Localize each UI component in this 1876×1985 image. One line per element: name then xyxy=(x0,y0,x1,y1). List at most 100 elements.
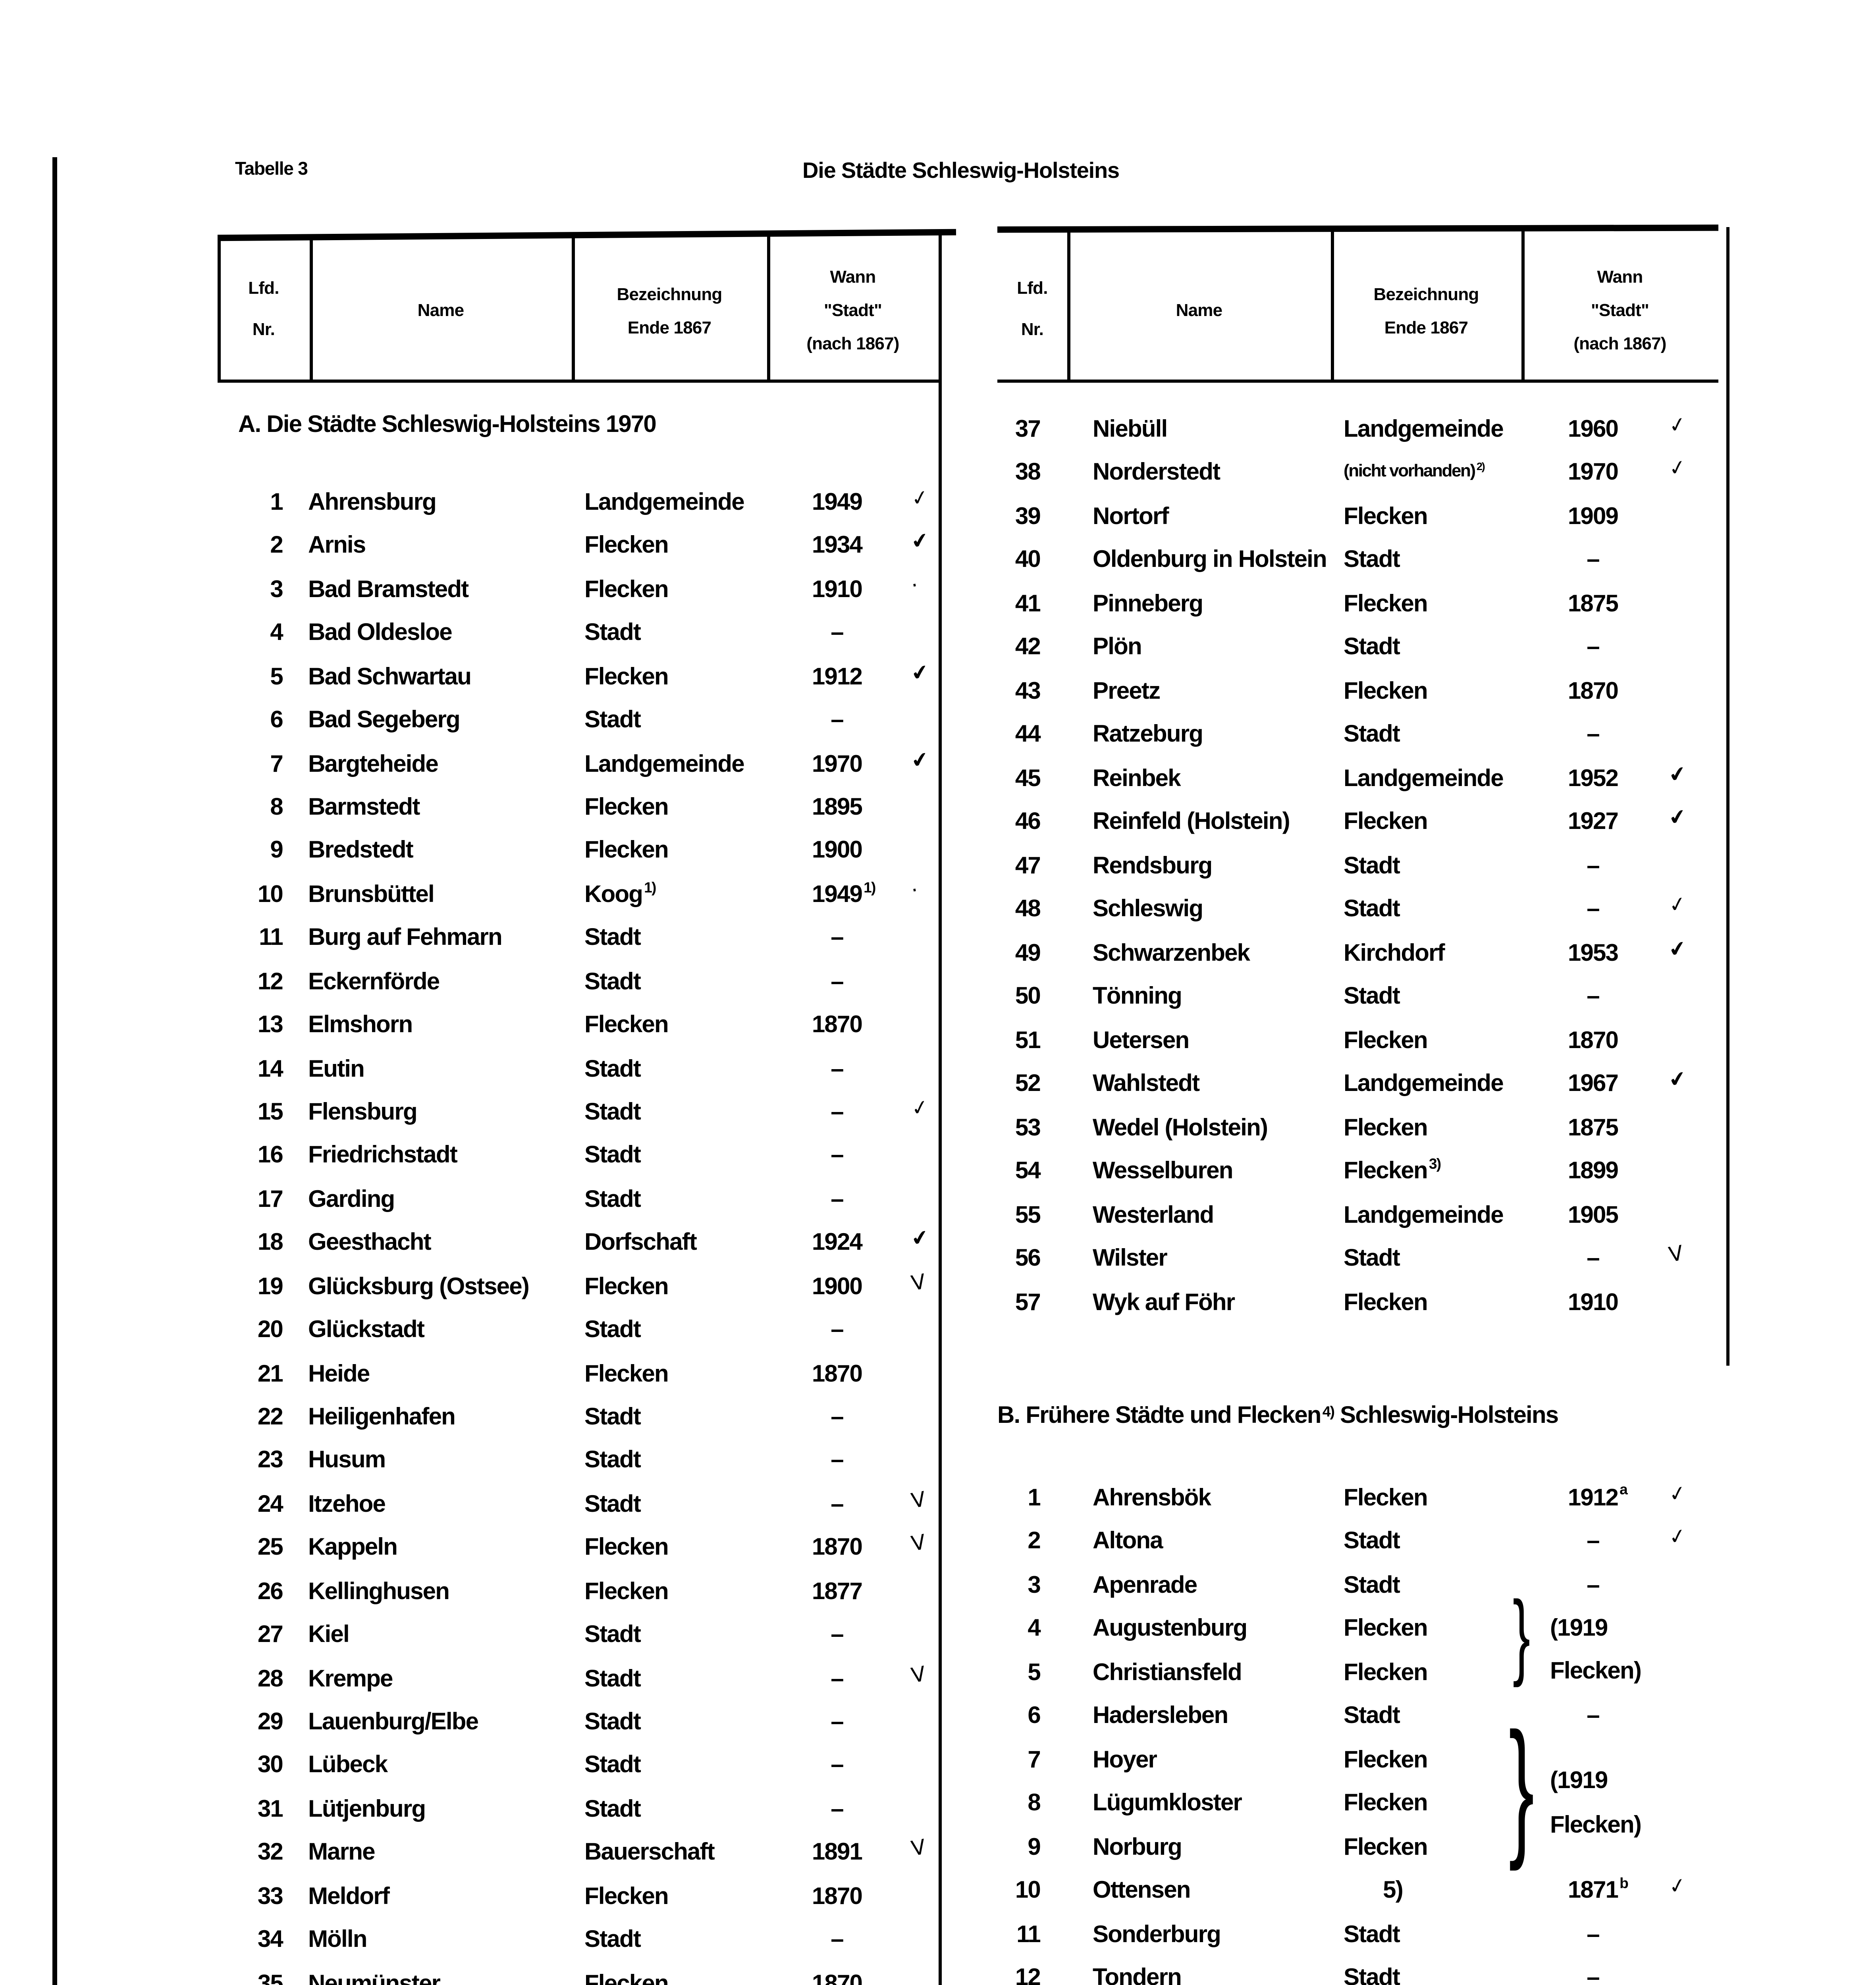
row-number: 7 xyxy=(270,750,283,778)
table-row: 5 Christiansfeld Flecken xyxy=(962,1651,1717,1694)
section-b-heading-text: B. Frühere Städte und Flecken xyxy=(997,1402,1321,1429)
row-year: 1910 xyxy=(1568,1289,1619,1316)
row-year: – xyxy=(831,1709,844,1736)
table-left-right-border xyxy=(939,233,941,1985)
row-designation: Flecken xyxy=(584,794,669,821)
row-number: 10 xyxy=(257,881,283,908)
row-number: 8 xyxy=(1028,1790,1041,1817)
row-designation: Stadt xyxy=(584,1752,641,1779)
table-row: 6 Hadersleben Stadt – xyxy=(962,1694,1717,1737)
row-number: 27 xyxy=(257,1621,283,1649)
row-number: 17 xyxy=(257,1186,283,1213)
footnote-ref: 1) xyxy=(644,879,656,895)
row-year: – xyxy=(831,1099,844,1126)
row-number: 35 xyxy=(257,1970,283,1985)
row-designation: Flecken xyxy=(1344,677,1428,704)
row-designation: Stadt xyxy=(584,1099,641,1126)
row-designation: Dorfschaft xyxy=(584,1230,697,1257)
row-name: Husum xyxy=(308,1447,386,1474)
table-label: Tabelle 3 xyxy=(235,160,308,179)
column-header-name: Name xyxy=(1176,302,1222,321)
row-designation: Flecken xyxy=(584,837,669,865)
table-row: 29 Lauenburg/Elbe Stadt – xyxy=(210,1701,948,1744)
row-number: 38 xyxy=(1015,459,1041,486)
row-name: Kellinghusen xyxy=(308,1578,450,1605)
row-year: – xyxy=(831,1142,844,1170)
row-name: Burg auf Fehmarn xyxy=(308,925,503,952)
row-annotation-mark: · xyxy=(909,879,920,904)
row-designation: Stadt xyxy=(1344,721,1400,748)
row-annotation-mark: ✓ xyxy=(1667,1874,1688,1901)
row-annotation-mark: V xyxy=(910,1488,927,1514)
row-name: Altona xyxy=(1093,1528,1163,1555)
table-row: 5 Bad Schwartau Flecken 1912 ✔ xyxy=(210,655,948,698)
row-name: Wilster xyxy=(1093,1245,1168,1272)
row-designation: Stadt xyxy=(584,1491,641,1518)
row-year: 1924 xyxy=(812,1230,863,1257)
row-name: Nortorf xyxy=(1093,503,1169,530)
table-right-top-rule xyxy=(997,224,1719,233)
row-name: Schleswig xyxy=(1093,896,1203,923)
table-left-top-rule xyxy=(217,229,956,241)
row-number: 54 xyxy=(1015,1158,1041,1185)
row-designation: Stadt xyxy=(584,620,641,647)
table-row: 44 Ratzeburg Stadt – xyxy=(962,713,1717,756)
table-row: 28 Krempe Stadt – V xyxy=(210,1657,948,1700)
row-year: 1912 a xyxy=(1526,1476,1660,1519)
row-name: Bad Segeberg xyxy=(308,707,461,734)
footnote-ref: 3) xyxy=(1429,1156,1441,1172)
row-year: 1952 xyxy=(1568,765,1619,792)
row-number: 3 xyxy=(270,576,283,603)
row-name: Bad Oldesloe xyxy=(308,620,453,647)
table-row: 20 Glückstadt Stadt – xyxy=(210,1309,948,1352)
row-designation: Flecken xyxy=(584,1883,669,1910)
row-designation: (nicht vorhanden) 2) xyxy=(1344,451,1485,494)
row-designation: Flecken xyxy=(1344,1289,1428,1316)
row-number: 40 xyxy=(1015,546,1041,573)
row-name: Hoyer xyxy=(1093,1746,1157,1773)
row-name: Kiel xyxy=(308,1621,350,1649)
row-year: 1870 xyxy=(1568,677,1619,704)
footnote-ref: 1) xyxy=(864,879,876,895)
table-row: 49 Schwarzenbek Kirchdorf 1953 ✔ xyxy=(962,931,1717,974)
row-number: 46 xyxy=(1015,808,1041,835)
row-name: Geesthacht xyxy=(308,1230,432,1257)
row-year: 1871 b xyxy=(1526,1869,1660,1912)
row-name: Norburg xyxy=(1093,1833,1182,1860)
table-right-right-border xyxy=(1726,227,1729,1366)
row-name: Marne xyxy=(308,1839,376,1867)
row-number: 37 xyxy=(1015,415,1041,442)
table-row: 10 Brunsbüttel Koog 1) 1949 1) · xyxy=(210,873,948,916)
row-year: 1912 xyxy=(812,663,863,690)
table-row: 8 Lügumkloster Flecken xyxy=(962,1782,1717,1825)
row-year: – xyxy=(1587,1571,1600,1598)
row-name: Reinfeld (Holstein) xyxy=(1093,808,1290,835)
table-row: 54 Wesselburen Flecken 3) 1899 xyxy=(962,1150,1717,1193)
row-designation: Landgemeinde xyxy=(1344,1070,1504,1097)
row-designation: Stadt xyxy=(1344,1528,1400,1555)
row-number: 13 xyxy=(257,1012,283,1039)
row-name: Bad Bramstedt xyxy=(308,576,469,603)
row-designation: Stadt xyxy=(1344,1571,1400,1598)
table-row: 41 Pinneberg Flecken 1875 xyxy=(962,582,1717,625)
row-designation: Koog 1) xyxy=(584,873,657,916)
table-row: 15 Flensburg Stadt – ✓ xyxy=(210,1091,948,1134)
row-year: – xyxy=(831,1447,844,1474)
row-name: Meldorf xyxy=(308,1883,390,1910)
row-name: Ratzeburg xyxy=(1093,721,1203,748)
row-year: – xyxy=(831,1404,844,1431)
page-margin-line xyxy=(52,157,56,1985)
table-row: 11 Sonderburg Stadt – xyxy=(962,1913,1717,1956)
row-year: – xyxy=(831,1316,844,1344)
row-designation: Stadt xyxy=(1344,1964,1400,1985)
row-number: 33 xyxy=(257,1883,283,1910)
table-row: 7 Hoyer Flecken xyxy=(962,1738,1717,1781)
row-number: 5 xyxy=(270,663,283,690)
row-year: 1953 xyxy=(1568,939,1619,966)
row-year: 1870 xyxy=(812,1970,863,1985)
table-row: 14 Eutin Stadt – xyxy=(210,1047,948,1090)
row-year: 1900 xyxy=(812,1273,863,1300)
row-number: 11 xyxy=(1016,1921,1041,1948)
row-year: – xyxy=(1587,634,1600,661)
row-name: Bredstedt xyxy=(308,837,414,865)
